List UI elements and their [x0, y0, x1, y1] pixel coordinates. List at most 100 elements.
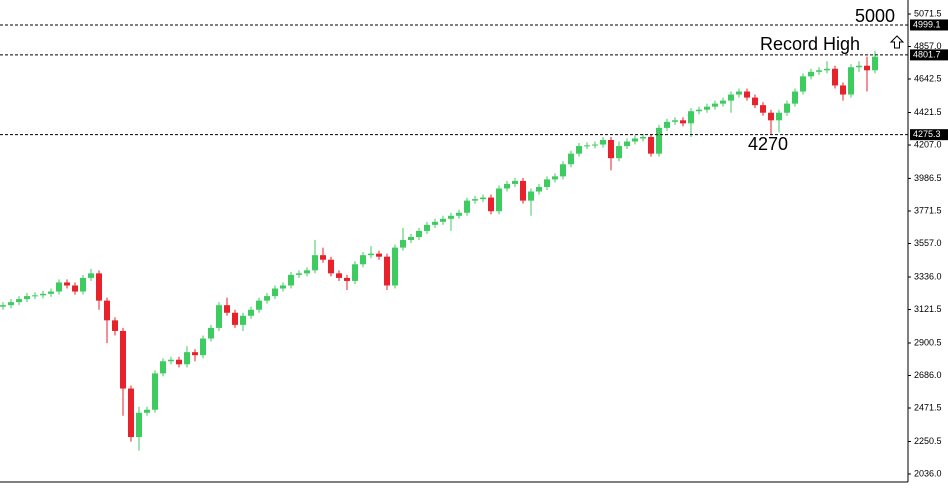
candle-body [16, 299, 22, 303]
candle-body [704, 106, 710, 110]
y-tick-label: 3336.0 [914, 271, 942, 281]
candle-body [568, 153, 574, 165]
candle-body [64, 282, 70, 286]
candle-body [336, 273, 342, 278]
candle-body [168, 359, 174, 362]
candle-body [760, 105, 766, 113]
candle-body [520, 180, 526, 201]
candle-body [0, 305, 6, 307]
candle-body [488, 197, 494, 212]
candle-body [296, 273, 302, 275]
candle-body [216, 305, 222, 328]
y-tick-label: 3121.5 [914, 304, 942, 314]
candle-body [352, 264, 358, 281]
candle-body [48, 291, 54, 294]
candle-body [224, 305, 230, 313]
candle-body [368, 253, 374, 256]
candle-body [632, 138, 638, 142]
candle-body [256, 300, 262, 310]
candle-body [472, 199, 478, 201]
candle-body [592, 144, 598, 146]
candle-body [240, 315, 246, 325]
candle-body [616, 146, 622, 159]
candle-body [584, 145, 590, 147]
candle-body [688, 111, 694, 124]
candle-body [160, 361, 166, 374]
candle-body [184, 352, 190, 365]
candle-body [104, 300, 110, 321]
y-tick-label: 4857.0 [914, 41, 942, 51]
candle-body [272, 288, 278, 297]
candle-body [344, 277, 350, 281]
candle-body [248, 309, 254, 316]
level-label: 4999.1 [913, 19, 941, 29]
level-label-box [910, 19, 948, 31]
candle-body [432, 221, 438, 225]
level-label-box [910, 49, 948, 61]
candle-body [176, 359, 182, 365]
candle-body [544, 179, 550, 187]
candle-body [664, 121, 670, 128]
candle-body [72, 285, 78, 292]
candle-body [144, 409, 150, 413]
candle-body [504, 183, 510, 189]
candle-body [384, 256, 390, 286]
candle-body [496, 188, 502, 212]
candle-body [360, 255, 366, 265]
candle-body [752, 97, 758, 106]
level-label: 4801.7 [913, 49, 941, 59]
candle-body [528, 191, 534, 201]
candle-body [56, 282, 62, 292]
candle-body [264, 296, 270, 301]
candle-body [840, 85, 846, 95]
candle-body [440, 218, 446, 222]
candle-body [136, 412, 142, 438]
y-tick-label: 4207.0 [914, 139, 942, 149]
candle-body [392, 247, 398, 286]
y-tick-label: 2036.0 [914, 468, 942, 478]
candle-body [648, 136, 654, 154]
candle-body [408, 236, 414, 241]
candle-body [624, 141, 630, 147]
candle-body [872, 56, 878, 71]
candle-body [656, 127, 662, 154]
candle-body [88, 273, 94, 278]
y-tick-label: 3771.5 [914, 205, 942, 215]
y-tick-label: 2900.5 [914, 337, 942, 347]
candle-body [152, 373, 158, 410]
y-tick-label: 5071.5 [914, 8, 942, 18]
candle-body [32, 295, 38, 297]
candle-body [640, 136, 646, 139]
candle-body [576, 146, 582, 154]
candle-body [672, 120, 678, 122]
candle-body [832, 68, 838, 86]
candle-body [456, 212, 462, 216]
candle-body [848, 67, 854, 95]
candle-body [744, 91, 750, 98]
y-tick-label: 3986.5 [914, 173, 942, 183]
candle-body [128, 388, 134, 438]
candle-body [856, 65, 862, 68]
candle-body [768, 112, 774, 121]
candle-body [864, 65, 870, 71]
candle-body [120, 330, 126, 389]
annotation: Record High [760, 34, 860, 54]
candle-body [824, 68, 830, 71]
candle-body [608, 140, 614, 159]
annotation: 5000 [855, 6, 895, 26]
candle-body [464, 200, 470, 213]
y-tick-label: 4421.5 [914, 107, 942, 117]
candle-body [112, 320, 118, 331]
candle-body [736, 91, 742, 95]
candle-body [280, 285, 286, 289]
candle-body [776, 112, 782, 121]
candle-body [480, 197, 486, 200]
candle-body [560, 164, 566, 177]
arrow-icon [889, 35, 905, 49]
candle-body [784, 103, 790, 113]
candle-body [80, 277, 86, 292]
candle-body [696, 109, 702, 112]
y-tick-label: 3557.0 [914, 238, 942, 248]
candle-body [728, 94, 734, 101]
